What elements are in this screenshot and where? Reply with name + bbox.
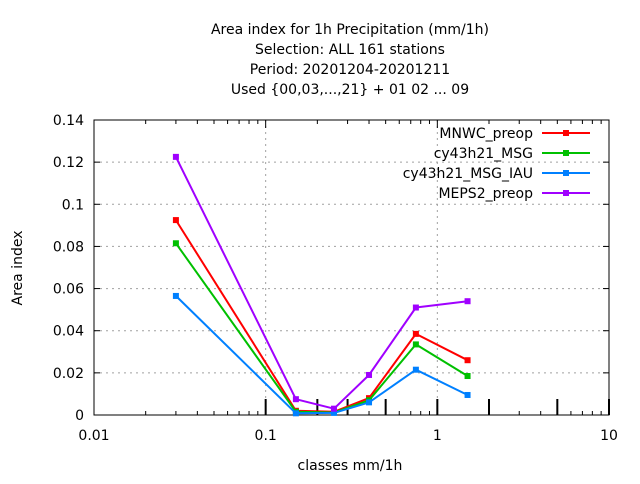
data-point-MEPS2_preop	[330, 405, 337, 412]
x-axis-label: classes mm/1h	[298, 458, 403, 474]
grid	[94, 120, 609, 415]
data-point-MNWC_preop	[464, 357, 471, 364]
data-point-cy43h21_MSG_IAU	[292, 410, 299, 417]
data-point-MEPS2_preop	[464, 298, 471, 305]
axes: 0 0.02 0.04 0.06 0.08 0.1 0.12 0.14 0.01 0.1 1 10	[53, 113, 618, 444]
legend-label: cy43h21_MSG_IAU	[403, 166, 533, 182]
data-point-MNWC_preop	[172, 217, 179, 224]
series-line-MNWC_preop	[175, 219, 469, 413]
y-tick-label: 0.08	[53, 239, 84, 255]
data-point-MNWC_preop	[412, 330, 419, 337]
data-point-MEPS2_preop	[172, 153, 179, 160]
data-point-cy43h21_MSG	[464, 373, 471, 380]
legend-swatch-marker	[563, 150, 569, 156]
series-line-cy43h21_MSG	[175, 242, 469, 414]
y-tick-label: 0.04	[53, 324, 84, 340]
x-tick-label: 1	[433, 428, 442, 444]
legend-swatch-marker	[563, 190, 569, 196]
x-tick-label: 0.01	[78, 428, 109, 444]
data-point-cy43h21_MSG_IAU	[172, 292, 179, 299]
data-point-MEPS2_preop	[412, 304, 419, 311]
data-point-cy43h21_MSG_IAU	[330, 409, 337, 416]
title-line-3: Period: 20201204-20201211	[250, 62, 450, 78]
y-tick-label: 0.14	[53, 113, 84, 129]
x-tick-label: 0.1	[255, 428, 277, 444]
data-point-cy43h21_MSG_IAU	[412, 366, 419, 373]
x-tick-label: 10	[600, 428, 618, 444]
plot-frame	[93, 119, 610, 416]
legend-swatch-marker	[563, 170, 569, 176]
y-tick-label: 0.02	[53, 366, 84, 382]
y-tick-label: 0	[75, 408, 84, 424]
title-line-1: Area index for 1h Precipitation (mm/1h)	[211, 22, 489, 38]
y-tick-label: 0.12	[53, 155, 84, 171]
title-line-2: Selection: ALL 161 stations	[255, 42, 445, 58]
series-line-cy43h21_MSG_IAU	[175, 295, 469, 415]
legend-swatch-marker	[563, 130, 569, 136]
y-tick-label: 0.1	[62, 197, 84, 213]
legend-label: MNWC_preop	[439, 126, 533, 142]
legend-label: cy43h21_MSG	[434, 146, 533, 162]
y-axis-label: Area index	[10, 231, 26, 306]
chart-title: Area index for 1h Precipitation (mm/1h) …	[211, 22, 489, 98]
series-lines	[172, 153, 471, 417]
data-point-cy43h21_MSG	[172, 240, 179, 247]
legend-label: MEPS2_preop	[438, 186, 533, 202]
data-point-cy43h21_MSG_IAU	[366, 399, 373, 406]
data-point-MEPS2_preop	[292, 396, 299, 403]
data-point-cy43h21_MSG	[412, 341, 419, 348]
data-point-cy43h21_MSG_IAU	[464, 391, 471, 398]
title-line-4: Used {00,03,...,21} + 01 02 ... 09	[231, 82, 469, 98]
legend: MNWC_preop cy43h21_MSG cy43h21_MSG_IAU MEPS…	[403, 126, 590, 202]
y-tick-label: 0.06	[53, 282, 84, 298]
data-point-MEPS2_preop	[366, 371, 373, 378]
series-line-MEPS2_preop	[175, 156, 468, 410]
